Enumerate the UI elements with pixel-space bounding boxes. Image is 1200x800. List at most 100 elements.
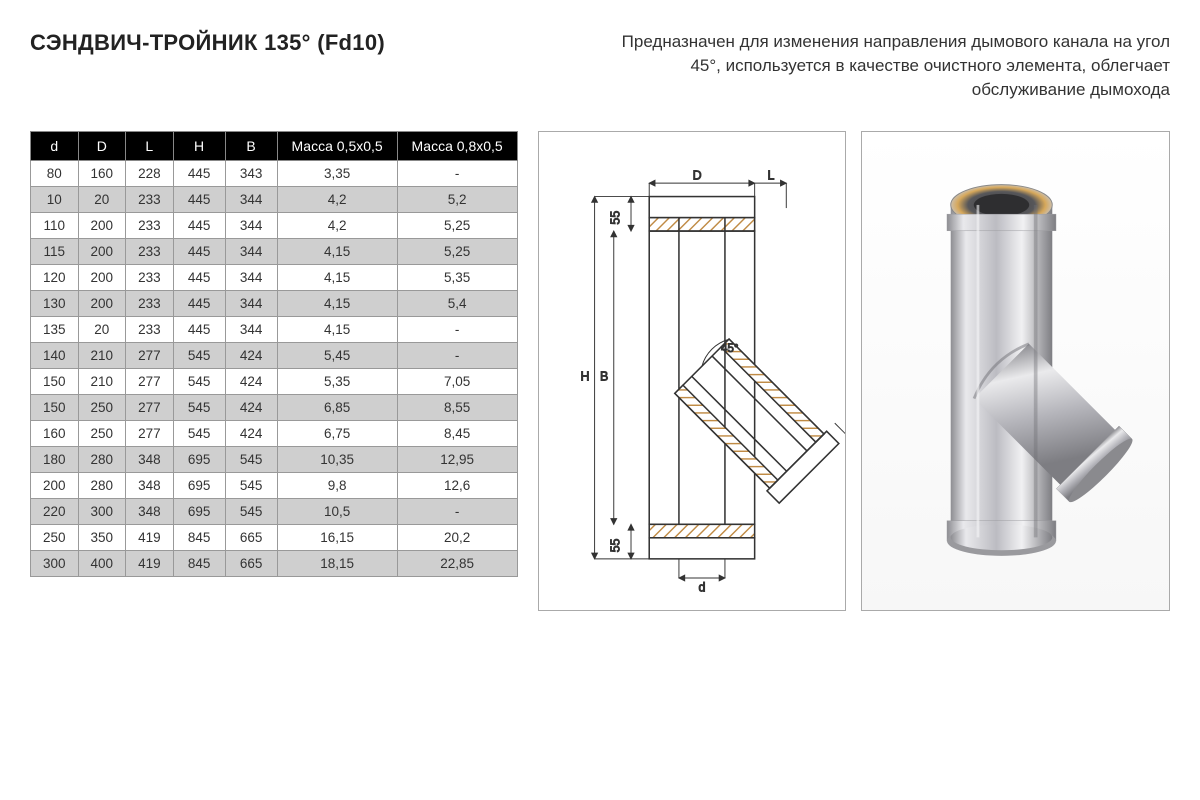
table-cell: 160 [78,161,126,187]
table-cell: 545 [173,421,225,447]
table-cell: 233 [126,187,174,213]
table-cell: 4,15 [277,317,397,343]
table-cell: 695 [173,499,225,525]
table-cell: 277 [126,395,174,421]
table-row: 135202334453444,15- [31,317,518,343]
table-cell: 545 [225,473,277,499]
table-cell: 80 [31,161,79,187]
dim-label-B: B [600,370,608,384]
col-H: H [173,132,225,161]
table-cell: 5,35 [397,265,517,291]
table-cell: 277 [126,369,174,395]
table-cell: 10,5 [277,499,397,525]
table-cell: 16,15 [277,525,397,551]
table-row: 22030034869554510,5- [31,499,518,525]
table-cell: 250 [78,421,126,447]
table-cell: 9,8 [277,473,397,499]
table-cell: 250 [78,395,126,421]
table-cell: 228 [126,161,174,187]
table-cell: 695 [173,447,225,473]
table-row: 1502502775454246,858,55 [31,395,518,421]
table-cell: 210 [78,369,126,395]
table-cell: 4,2 [277,213,397,239]
table-row: 1402102775454245,45- [31,343,518,369]
table-cell: 419 [126,525,174,551]
table-cell: 419 [126,551,174,577]
table-cell: 344 [225,213,277,239]
col-D: D [78,132,126,161]
dim-label-L: L [767,169,774,183]
col-Масса05х05: Масса 0,5х0,5 [277,132,397,161]
table-cell: 545 [225,447,277,473]
table-cell: 8,45 [397,421,517,447]
table-cell: 150 [31,369,79,395]
table-cell: 445 [173,161,225,187]
table-cell: - [397,499,517,525]
table-cell: 344 [225,291,277,317]
table-cell: 445 [173,317,225,343]
table-cell: 18,15 [277,551,397,577]
dim-label-55b: 55 [608,539,622,553]
table-cell: 348 [126,499,174,525]
col-L: L [126,132,174,161]
table-cell: 5,45 [277,343,397,369]
dim-label-D: D [692,169,701,183]
table-cell: 845 [173,525,225,551]
table-cell: 545 [173,369,225,395]
table-cell: 12,95 [397,447,517,473]
table-cell: 424 [225,369,277,395]
table-cell: 10,35 [277,447,397,473]
table-cell: 348 [126,473,174,499]
table-cell: 4,2 [277,187,397,213]
col-B: B [225,132,277,161]
table-cell: 233 [126,265,174,291]
table-cell: 4,15 [277,291,397,317]
table-cell: - [397,343,517,369]
table-row: 1202002334453444,155,35 [31,265,518,291]
spec-table-container: dDLHBМасса 0,5х0,5Масса 0,8х0,5 80160228… [30,131,518,577]
table-cell: 22,85 [397,551,517,577]
table-cell: 5,2 [397,187,517,213]
table-cell: 280 [78,473,126,499]
table-cell: 445 [173,187,225,213]
col-Масса08х05: Масса 0,8х0,5 [397,132,517,161]
table-cell: 200 [31,473,79,499]
dim-label-d: d [698,581,705,595]
table-cell: 6,75 [277,421,397,447]
table-cell: 280 [78,447,126,473]
table-cell: 120 [31,265,79,291]
table-cell: 135 [31,317,79,343]
table-cell: 344 [225,265,277,291]
table-cell: - [397,317,517,343]
table-cell: 424 [225,421,277,447]
table-cell: 115 [31,239,79,265]
table-cell: 348 [126,447,174,473]
table-row: 1102002334453444,25,25 [31,213,518,239]
table-row: 1502102775454245,357,05 [31,369,518,395]
table-cell: 220 [31,499,79,525]
table-cell: 210 [78,343,126,369]
table-cell: 4,15 [277,265,397,291]
col-d: d [31,132,79,161]
table-cell: 160 [31,421,79,447]
table-cell: 20,2 [397,525,517,551]
table-cell: 424 [225,395,277,421]
table-cell: 277 [126,343,174,369]
table-cell: 3,35 [277,161,397,187]
table-cell: 5,25 [397,239,517,265]
table-cell: 344 [225,239,277,265]
table-cell: 8,55 [397,395,517,421]
table-cell: 150 [31,395,79,421]
table-row: 1302002334453444,155,4 [31,291,518,317]
table-row: 2002803486955459,812,6 [31,473,518,499]
technical-drawing: D L 55 55 H [538,131,847,611]
dim-label-angle: 45° [721,343,738,355]
table-cell: 20 [78,187,126,213]
table-cell: 7,05 [397,369,517,395]
table-cell: 277 [126,421,174,447]
table-cell: 20 [78,317,126,343]
table-cell: 200 [78,291,126,317]
table-cell: 12,6 [397,473,517,499]
table-cell: 110 [31,213,79,239]
table-cell: 445 [173,239,225,265]
